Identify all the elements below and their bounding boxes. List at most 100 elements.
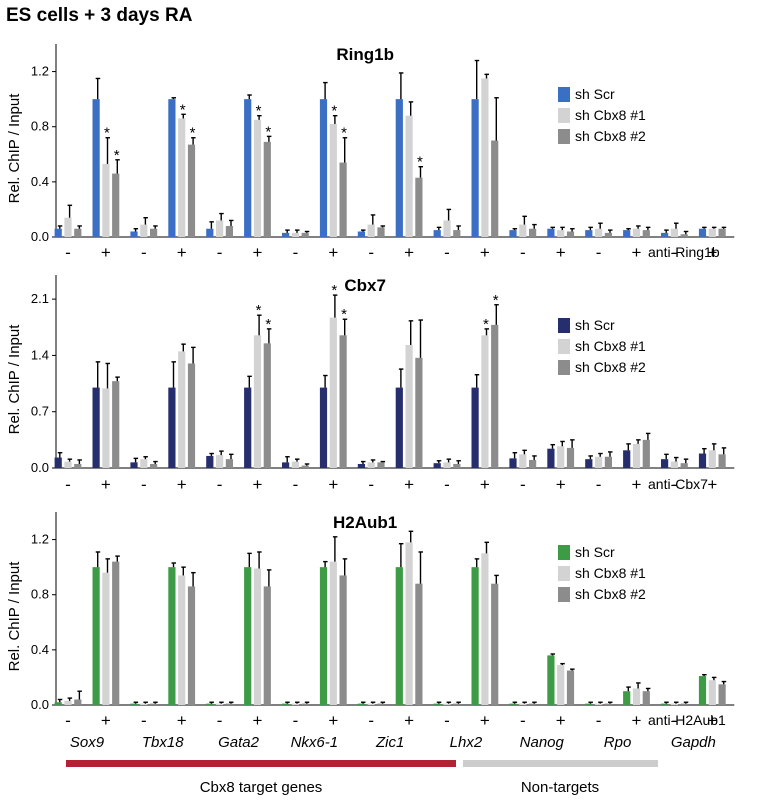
y-axis-label: Rel. ChIP / Input <box>6 93 23 204</box>
bar <box>150 228 158 237</box>
group-label: Non-targets <box>521 779 599 796</box>
bar <box>680 703 688 705</box>
bar <box>206 455 214 468</box>
condition-label: - <box>217 711 223 730</box>
bar <box>509 458 517 468</box>
legend: sh Scr sh Cbx8 #1 sh Cbx8 #2 <box>558 544 646 602</box>
y-tick-label: 0.8 <box>31 587 49 602</box>
bar <box>377 462 385 468</box>
condition-label: + <box>707 243 717 262</box>
bar <box>481 335 489 468</box>
bar <box>491 324 499 468</box>
gene-label: Gapdh <box>671 734 716 751</box>
condition-label: - <box>596 243 602 262</box>
bar <box>433 230 441 237</box>
bar <box>529 703 537 705</box>
condition-label: - <box>672 711 678 730</box>
bar <box>670 461 678 468</box>
bar <box>339 162 347 237</box>
bar <box>140 224 148 237</box>
bar <box>291 232 299 237</box>
bar <box>112 173 120 237</box>
bar <box>282 232 290 237</box>
bar <box>319 387 328 468</box>
panel-title: H2Aub1 <box>333 513 397 532</box>
bar <box>339 335 347 468</box>
bar <box>263 343 271 468</box>
group-bar <box>66 760 456 767</box>
bar <box>395 99 403 238</box>
bar <box>225 703 233 705</box>
bar <box>557 230 565 237</box>
bar <box>595 228 603 237</box>
bar <box>395 567 403 705</box>
y-tick-label: 2.1 <box>31 291 49 306</box>
bar <box>395 387 403 468</box>
bar <box>168 99 176 238</box>
legend-swatch <box>558 129 570 144</box>
bar <box>471 387 479 468</box>
bar <box>187 586 196 705</box>
bar <box>150 703 158 705</box>
bar <box>642 691 650 705</box>
bar <box>509 703 517 705</box>
bar <box>291 703 299 705</box>
bar <box>329 317 337 468</box>
gene-labels-area: Sox9 Tbx18 Gata2 Nkx6-1 Zic1 Lhx2 Nanog Rpo Gapd… <box>66 734 716 796</box>
bar <box>54 702 62 705</box>
condition-label: + <box>707 475 717 494</box>
bar <box>519 224 527 237</box>
condition-label: - <box>293 711 299 730</box>
significance-star: * <box>256 103 262 120</box>
antibody-label: anti-Ring1b <box>648 244 720 260</box>
y-tick-label: 0.0 <box>31 229 49 244</box>
condition-label: - <box>596 711 602 730</box>
bar <box>623 450 631 468</box>
bar <box>529 459 537 468</box>
bar <box>178 118 186 237</box>
significance-star: * <box>483 316 489 333</box>
bar <box>301 703 309 705</box>
bar <box>102 163 110 237</box>
bar <box>54 228 62 237</box>
condition-label: - <box>141 711 147 730</box>
bar <box>642 439 650 468</box>
condition-label: + <box>404 243 414 262</box>
condition-label: - <box>672 475 678 494</box>
y-tick-label: 0.0 <box>31 460 49 475</box>
bar <box>632 688 641 705</box>
bar <box>661 459 669 468</box>
bar <box>443 703 451 705</box>
gene-label: Rpo <box>604 734 632 751</box>
series-2 <box>74 551 727 705</box>
panel-title: Ring1b <box>336 45 394 64</box>
bar <box>632 443 641 468</box>
condition-label: + <box>101 475 111 494</box>
bar <box>319 99 328 238</box>
bar <box>357 231 365 237</box>
condition-label: + <box>404 711 414 730</box>
bar <box>405 344 413 468</box>
group-bar <box>463 760 658 767</box>
condition-label: + <box>328 243 338 262</box>
figure-title: ES cells + 3 days RA <box>6 5 193 26</box>
condition-label: - <box>293 475 299 494</box>
bar <box>680 234 688 237</box>
bar <box>623 230 631 237</box>
condition-label: - <box>444 475 450 494</box>
bar <box>623 691 631 705</box>
bar <box>253 568 262 705</box>
condition-label: - <box>65 711 71 730</box>
bar <box>216 220 224 237</box>
significance-star: * <box>417 154 423 171</box>
bar <box>405 115 413 237</box>
bar <box>357 463 365 468</box>
bar <box>150 463 158 468</box>
condition-label: + <box>556 475 566 494</box>
bar <box>339 575 347 705</box>
legend-swatch <box>558 566 570 581</box>
significance-star: * <box>104 125 110 142</box>
y-axis-label: Rel. ChIP / Input <box>6 561 23 672</box>
bar <box>547 655 555 705</box>
bar <box>377 227 385 237</box>
